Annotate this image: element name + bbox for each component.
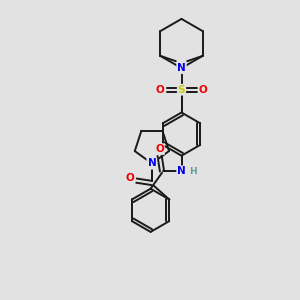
- Text: H: H: [189, 167, 197, 176]
- Text: N: N: [148, 158, 156, 169]
- Text: O: O: [155, 85, 164, 95]
- Text: N: N: [177, 166, 186, 176]
- Text: N: N: [148, 158, 156, 169]
- Text: N: N: [177, 63, 186, 73]
- Text: O: O: [199, 85, 208, 95]
- Text: O: O: [155, 144, 164, 154]
- Text: S: S: [178, 85, 185, 95]
- Text: O: O: [126, 172, 135, 183]
